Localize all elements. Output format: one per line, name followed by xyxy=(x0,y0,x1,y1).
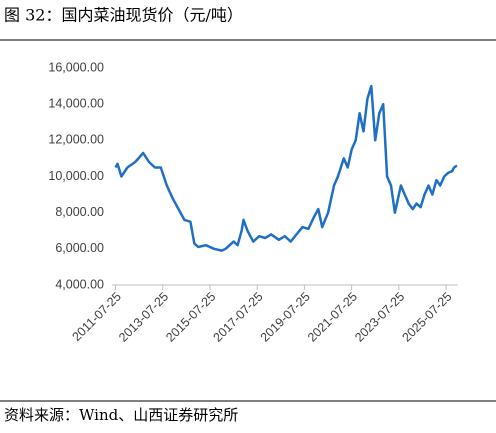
y-tick-label: 6,000.00 xyxy=(55,241,104,255)
chart-title: 图 32：国内菜油现货价（元/吨） xyxy=(4,6,243,25)
y-tick-label: 4,000.00 xyxy=(55,277,104,291)
source: 资料来源：Wind、山西证券研究所 xyxy=(4,406,238,424)
x-tick-label: 2023-07-25 xyxy=(352,290,407,345)
y-tick-label: 8,000.00 xyxy=(55,205,104,219)
y-tick-label: 12,000.00 xyxy=(48,133,104,147)
x-tick-label: 2019-07-25 xyxy=(258,290,313,345)
y-tick-label: 16,000.00 xyxy=(48,60,104,74)
x-tick-label: 2013-07-25 xyxy=(116,290,171,345)
x-tick-label: 2015-07-25 xyxy=(163,290,218,345)
x-tick-label: 2017-07-25 xyxy=(211,290,266,345)
price-line xyxy=(114,84,458,252)
x-tick-label: 2021-07-25 xyxy=(305,290,360,345)
x-tick-label: 2025-07-25 xyxy=(399,290,454,345)
y-tick-label: 10,000.00 xyxy=(48,169,104,183)
y-tick-label: 14,000.00 xyxy=(48,96,104,110)
